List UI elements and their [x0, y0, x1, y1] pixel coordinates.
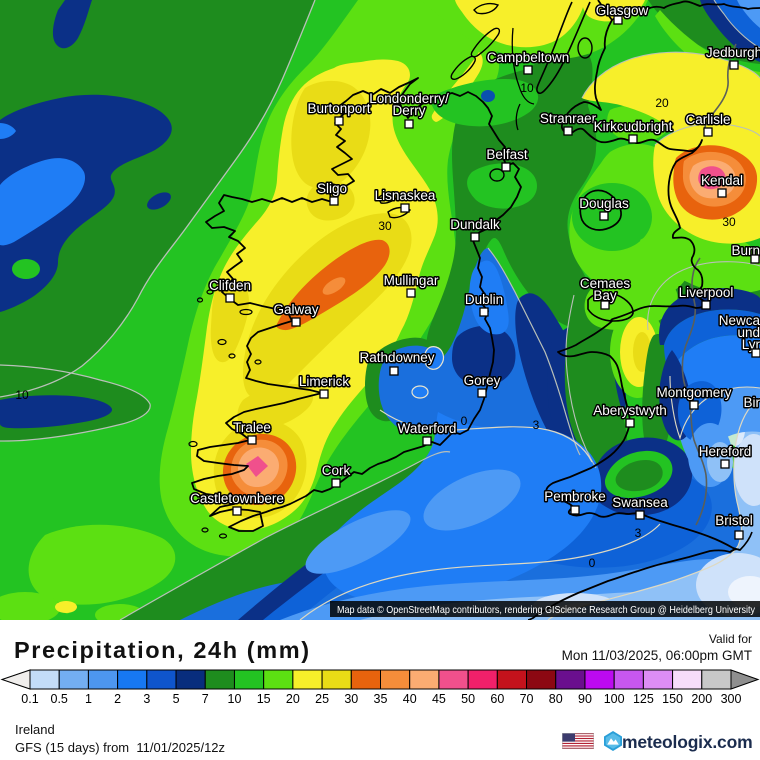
- svg-text:Lisnaskea: Lisnaskea: [375, 188, 436, 203]
- svg-text:70: 70: [520, 692, 534, 706]
- svg-text:2: 2: [114, 692, 121, 706]
- svg-text:0: 0: [589, 556, 596, 570]
- svg-text:1: 1: [85, 692, 92, 706]
- svg-text:7: 7: [202, 692, 209, 706]
- svg-text:30: 30: [344, 692, 358, 706]
- svg-text:Bir: Bir: [744, 395, 760, 410]
- svg-text:Kirkcudbright: Kirkcudbright: [594, 119, 673, 134]
- svg-text:200: 200: [691, 692, 712, 706]
- svg-text:Mullingar: Mullingar: [384, 273, 439, 288]
- svg-text:15: 15: [257, 692, 271, 706]
- svg-text:45: 45: [432, 692, 446, 706]
- svg-text:Jedburgh: Jedburgh: [706, 45, 760, 60]
- svg-text:Tralee: Tralee: [233, 420, 271, 435]
- svg-text:30: 30: [722, 215, 736, 229]
- svg-text:90: 90: [578, 692, 592, 706]
- svg-text:Pembroke: Pembroke: [544, 489, 606, 504]
- svg-text:3: 3: [533, 418, 540, 432]
- svg-text:Gorey: Gorey: [464, 373, 501, 388]
- svg-text:Dundalk: Dundalk: [450, 217, 500, 232]
- svg-text:Bay: Bay: [593, 288, 617, 303]
- svg-text:Limerick: Limerick: [299, 374, 350, 389]
- svg-text:3: 3: [635, 526, 642, 540]
- svg-text:Montgomery: Montgomery: [656, 385, 731, 400]
- svg-text:300: 300: [721, 692, 742, 706]
- svg-text:10: 10: [15, 388, 29, 402]
- svg-text:Cemaes: Cemaes: [580, 276, 631, 291]
- svg-text:Belfast: Belfast: [486, 147, 528, 162]
- svg-text:150: 150: [662, 692, 683, 706]
- svg-text:Galway: Galway: [273, 302, 318, 317]
- svg-text:Campbeltown: Campbeltown: [487, 50, 570, 65]
- svg-text:5: 5: [173, 692, 180, 706]
- svg-text:Douglas: Douglas: [579, 196, 629, 211]
- svg-text:Liverpool: Liverpool: [679, 285, 734, 300]
- svg-text:50: 50: [461, 692, 475, 706]
- svg-text:Kendal: Kendal: [701, 173, 743, 188]
- svg-text:10: 10: [228, 692, 242, 706]
- svg-text:Map data © OpenStreetMap contr: Map data © OpenStreetMap contributors, r…: [337, 604, 756, 616]
- svg-text:Hereford: Hereford: [699, 444, 752, 459]
- svg-text:25: 25: [315, 692, 329, 706]
- svg-text:0.5: 0.5: [51, 692, 68, 706]
- svg-text:60: 60: [490, 692, 504, 706]
- svg-text:Clifden: Clifden: [209, 278, 251, 293]
- svg-text:100: 100: [604, 692, 625, 706]
- svg-text:Stranraer: Stranraer: [540, 111, 597, 126]
- svg-text:Derry: Derry: [393, 103, 426, 118]
- svg-text:Glasgow: Glasgow: [596, 3, 649, 18]
- svg-text:20: 20: [286, 692, 300, 706]
- svg-text:Cork: Cork: [322, 463, 351, 478]
- svg-text:20: 20: [655, 96, 669, 110]
- svg-text:125: 125: [633, 692, 654, 706]
- svg-text:3: 3: [143, 692, 150, 706]
- svg-text:30: 30: [378, 219, 392, 233]
- svg-text:Burtonport: Burtonport: [307, 101, 370, 116]
- svg-text:0: 0: [461, 414, 468, 428]
- svg-text:Castletownbere: Castletownbere: [190, 491, 284, 506]
- svg-text:Sligo: Sligo: [317, 181, 347, 196]
- svg-text:Aberystwyth: Aberystwyth: [593, 403, 667, 418]
- svg-text:Rathdowney: Rathdowney: [359, 350, 434, 365]
- svg-text:Swansea: Swansea: [612, 495, 668, 510]
- svg-text:40: 40: [403, 692, 417, 706]
- svg-text:35: 35: [374, 692, 388, 706]
- svg-text:Dublin: Dublin: [465, 292, 503, 307]
- svg-text:Carlisle: Carlisle: [685, 112, 730, 127]
- svg-text:Newca: Newca: [719, 313, 760, 328]
- svg-text:0.1: 0.1: [21, 692, 38, 706]
- svg-text:Londonderry/: Londonderry/: [369, 91, 449, 106]
- svg-text:Bristol: Bristol: [715, 513, 753, 528]
- svg-text:Waterford: Waterford: [398, 421, 457, 436]
- svg-text:10: 10: [520, 81, 534, 95]
- svg-text:und: und: [737, 325, 760, 340]
- svg-text:80: 80: [549, 692, 563, 706]
